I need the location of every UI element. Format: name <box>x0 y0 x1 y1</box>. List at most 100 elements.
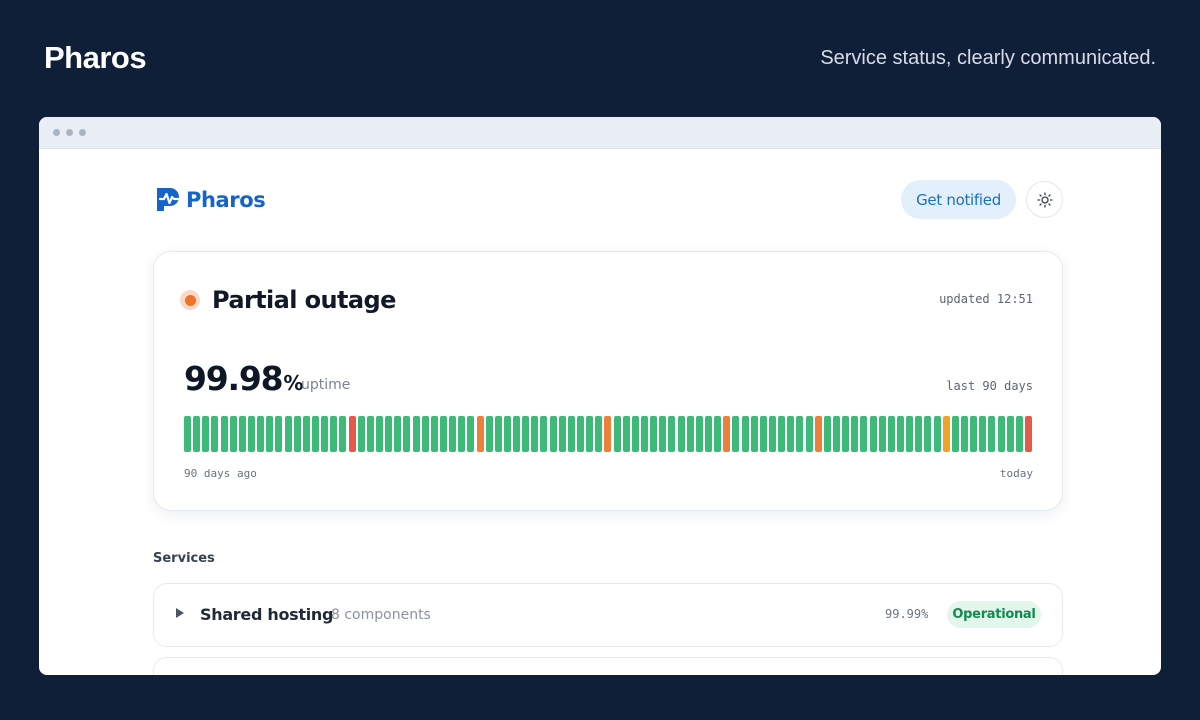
uptime-day-bar-up[interactable] <box>586 416 594 452</box>
uptime-day-bar-up[interactable] <box>960 416 968 452</box>
window-dot-icon[interactable] <box>79 129 86 136</box>
uptime-day-bar-partial[interactable] <box>814 416 822 452</box>
uptime-day-bar-up[interactable] <box>677 416 685 452</box>
uptime-day-bar-up[interactable] <box>869 416 877 452</box>
uptime-day-bar-up[interactable] <box>549 416 557 452</box>
window-dot-icon[interactable] <box>66 129 73 136</box>
uptime-day-bar-up[interactable] <box>668 416 676 452</box>
uptime-day-bar-up[interactable] <box>449 416 457 452</box>
uptime-day-bar-up[interactable] <box>695 416 703 452</box>
uptime-day-bar-up[interactable] <box>439 416 447 452</box>
uptime-day-bar-up[interactable] <box>193 416 201 452</box>
get-notified-button[interactable]: Get notified <box>901 180 1016 219</box>
uptime-day-bar-up[interactable] <box>924 416 932 452</box>
uptime-day-bar-up[interactable] <box>229 416 237 452</box>
uptime-day-bar-up[interactable] <box>494 416 502 452</box>
uptime-day-bar-up[interactable] <box>860 416 868 452</box>
uptime-day-bar-up[interactable] <box>558 416 566 452</box>
uptime-day-bar-up[interactable] <box>522 416 530 452</box>
uptime-day-bar-up[interactable] <box>1015 416 1023 452</box>
uptime-day-bar-up[interactable] <box>741 416 749 452</box>
uptime-day-bar-up[interactable] <box>732 416 740 452</box>
uptime-day-bar-up[interactable] <box>238 416 246 452</box>
uptime-day-bar-up[interactable] <box>933 416 941 452</box>
uptime-day-bar-up[interactable] <box>641 416 649 452</box>
uptime-day-bar-up[interactable] <box>878 416 886 452</box>
uptime-day-bar-major[interactable] <box>1024 416 1032 452</box>
uptime-day-bar-up[interactable] <box>375 416 383 452</box>
uptime-day-bar-up[interactable] <box>650 416 658 452</box>
uptime-day-bar-up[interactable] <box>531 416 539 452</box>
uptime-day-bar-up[interactable] <box>631 416 639 452</box>
uptime-day-bar-up[interactable] <box>503 416 511 452</box>
uptime-day-bar-up[interactable] <box>750 416 758 452</box>
uptime-day-bar-up[interactable] <box>184 416 191 452</box>
uptime-day-bar-up[interactable] <box>659 416 667 452</box>
uptime-day-bar-up[interactable] <box>906 416 914 452</box>
uptime-day-bar-up[interactable] <box>220 416 228 452</box>
uptime-day-bar-up[interactable] <box>613 416 621 452</box>
uptime-day-bar-major[interactable] <box>348 416 356 452</box>
uptime-day-bar-up[interactable] <box>887 416 895 452</box>
uptime-day-bar-up[interactable] <box>467 416 475 452</box>
uptime-day-bar-up[interactable] <box>988 416 996 452</box>
uptime-day-bar-up[interactable] <box>896 416 904 452</box>
uptime-day-bar-up[interactable] <box>979 416 987 452</box>
uptime-day-bar-up[interactable] <box>257 416 265 452</box>
uptime-day-bar-up[interactable] <box>686 416 694 452</box>
service-row[interactable] <box>153 657 1063 675</box>
uptime-day-bar-partial[interactable] <box>604 416 612 452</box>
uptime-day-bar-up[interactable] <box>796 416 804 452</box>
expand-arrow-icon[interactable] <box>176 608 184 618</box>
uptime-day-bar-up[interactable] <box>330 416 338 452</box>
uptime-day-bar-up[interactable] <box>622 416 630 452</box>
uptime-day-bar-up[interactable] <box>832 416 840 452</box>
service-row-shared-hosting[interactable]: Shared hosting 8 components 99.99% Opera… <box>153 583 1063 647</box>
uptime-day-bar-up[interactable] <box>577 416 585 452</box>
uptime-day-bar-up[interactable] <box>705 416 713 452</box>
uptime-day-bar-partial[interactable] <box>723 416 731 452</box>
uptime-day-bar-degraded[interactable] <box>942 416 950 452</box>
uptime-day-bar-up[interactable] <box>403 416 411 452</box>
app-logo[interactable]: Pharos <box>155 186 266 213</box>
uptime-day-bar-up[interactable] <box>997 416 1005 452</box>
uptime-day-bar-up[interactable] <box>339 416 347 452</box>
uptime-day-bar-up[interactable] <box>759 416 767 452</box>
uptime-day-bar-up[interactable] <box>458 416 466 452</box>
uptime-day-bar-up[interactable] <box>595 416 603 452</box>
uptime-day-bar-up[interactable] <box>421 416 429 452</box>
uptime-day-bar-up[interactable] <box>430 416 438 452</box>
uptime-day-bar-up[interactable] <box>540 416 548 452</box>
uptime-day-bar-up[interactable] <box>385 416 393 452</box>
uptime-day-bar-up[interactable] <box>567 416 575 452</box>
uptime-day-bar-up[interactable] <box>915 416 923 452</box>
uptime-day-bar-up[interactable] <box>275 416 283 452</box>
uptime-day-bar-up[interactable] <box>293 416 301 452</box>
uptime-day-bar-up[interactable] <box>202 416 210 452</box>
uptime-day-bar-up[interactable] <box>321 416 329 452</box>
uptime-day-bar-up[interactable] <box>714 416 722 452</box>
uptime-day-bar-up[interactable] <box>311 416 319 452</box>
uptime-day-bar-up[interactable] <box>266 416 274 452</box>
uptime-day-bar-partial[interactable] <box>476 416 484 452</box>
uptime-day-bar-up[interactable] <box>485 416 493 452</box>
theme-toggle-button[interactable] <box>1026 181 1063 218</box>
window-dot-icon[interactable] <box>53 129 60 136</box>
uptime-day-bar-up[interactable] <box>211 416 219 452</box>
uptime-day-bar-up[interactable] <box>823 416 831 452</box>
uptime-day-bar-up[interactable] <box>366 416 374 452</box>
uptime-day-bar-up[interactable] <box>357 416 365 452</box>
uptime-day-bar-up[interactable] <box>951 416 959 452</box>
uptime-day-bar-up[interactable] <box>247 416 255 452</box>
uptime-day-bar-up[interactable] <box>394 416 402 452</box>
uptime-day-bar-up[interactable] <box>302 416 310 452</box>
uptime-day-bar-up[interactable] <box>412 416 420 452</box>
uptime-day-bar-up[interactable] <box>769 416 776 452</box>
uptime-day-bar-up[interactable] <box>970 416 978 452</box>
uptime-day-bar-up[interactable] <box>805 416 813 452</box>
uptime-day-bar-up[interactable] <box>284 416 292 452</box>
uptime-day-bar-up[interactable] <box>787 416 795 452</box>
uptime-day-bar-up[interactable] <box>778 416 786 452</box>
uptime-day-bar-up[interactable] <box>842 416 850 452</box>
uptime-day-bar-up[interactable] <box>1006 416 1014 452</box>
